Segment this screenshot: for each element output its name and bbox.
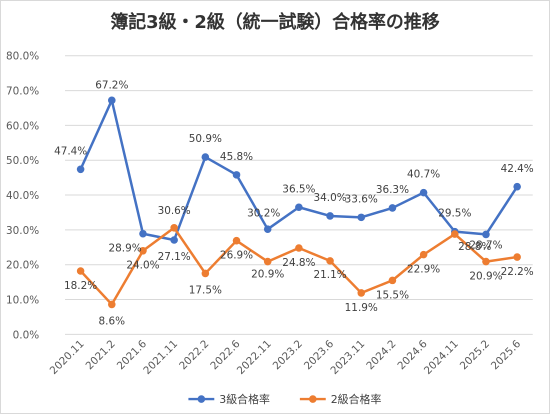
data-label: 36.5% xyxy=(282,183,315,195)
legend-label: 3級合格率 xyxy=(219,392,270,406)
y-tick-label: 60.0% xyxy=(6,120,39,132)
legend-label: 2級合格率 xyxy=(331,392,382,406)
data-label: 22.2% xyxy=(501,266,534,278)
data-label: 20.9% xyxy=(251,269,284,281)
data-label: 29.5% xyxy=(438,208,471,220)
data-label: 17.5% xyxy=(189,284,222,296)
data-point xyxy=(76,267,85,275)
legend-marker xyxy=(197,395,206,403)
data-label: 18.2% xyxy=(64,280,97,292)
data-label: 27.1% xyxy=(158,251,191,263)
y-tick-label: 40.0% xyxy=(6,190,39,202)
x-tick-label: 2023.11 xyxy=(328,338,367,377)
data-label: 15.5% xyxy=(376,289,409,301)
data-point xyxy=(76,165,85,174)
x-tick-label: 2022.2 xyxy=(177,338,211,372)
data-label: 24.0% xyxy=(126,260,159,272)
y-tick-label: 30.0% xyxy=(6,225,39,237)
data-point xyxy=(170,224,178,232)
data-point xyxy=(326,257,334,265)
data-label: 26.9% xyxy=(220,250,253,262)
data-label: 67.2% xyxy=(95,79,128,91)
data-point xyxy=(482,230,490,239)
data-point xyxy=(232,236,241,245)
legend-marker xyxy=(309,395,317,403)
data-label: 22.9% xyxy=(407,264,440,276)
data-label: 40.7% xyxy=(407,169,440,181)
data-point xyxy=(232,171,241,179)
data-label: 34.0% xyxy=(313,192,346,204)
data-point xyxy=(263,225,272,233)
data-point xyxy=(451,230,459,238)
data-label: 20.9% xyxy=(469,270,502,282)
x-tick-label: 2020.11 xyxy=(48,338,87,377)
x-tick-label: 2025.2 xyxy=(458,338,492,372)
data-label: 8.6% xyxy=(99,315,126,327)
legend: 3級合格率 2級合格率 xyxy=(188,392,382,406)
data-point xyxy=(326,212,334,220)
data-point xyxy=(170,236,178,244)
data-point xyxy=(419,250,428,259)
data-label: 45.8% xyxy=(220,151,253,163)
y-tick-label: 10.0% xyxy=(6,295,39,307)
data-point xyxy=(263,257,272,266)
data-label: 42.4% xyxy=(501,163,534,175)
data-label: 33.6% xyxy=(345,193,378,205)
x-axis-ticks: 2020.112021.22021.62021.112022.22022.620… xyxy=(48,338,524,377)
data-label: 21.1% xyxy=(313,269,346,281)
data-label: 11.9% xyxy=(345,302,378,314)
data-point xyxy=(201,269,210,278)
y-tick-label: 50.0% xyxy=(6,155,39,167)
x-tick-label: 2021.2 xyxy=(84,338,118,372)
y-tick-label: 0.0% xyxy=(13,329,40,341)
data-point xyxy=(295,244,303,252)
y-axis-ticks: 0.0% 10.0% 20.0% 30.0% 40.0% 50.0% 60.0% 70.0% 8… xyxy=(6,51,39,342)
data-point xyxy=(108,300,116,309)
y-tick-label: 80.0% xyxy=(6,51,39,63)
chart-title: 簿記3級・2級（統一試験）合格率の推移 xyxy=(110,11,439,33)
data-label: 50.9% xyxy=(189,133,222,145)
data-point xyxy=(295,203,303,212)
data-point xyxy=(201,153,210,161)
data-point xyxy=(513,182,521,191)
data-label: 30.2% xyxy=(247,207,280,219)
data-label: 28.9% xyxy=(108,243,141,255)
x-tick-label: 2021.11 xyxy=(141,338,180,377)
data-labels: 47.4% 67.2% 28.9% 27.1% 50.9% 45.8% 30.2%36.5%… xyxy=(54,79,534,327)
data-point xyxy=(482,257,490,266)
data-point xyxy=(388,204,397,212)
data-point xyxy=(419,188,428,197)
x-tick-label: 2025.6 xyxy=(489,338,523,372)
data-label: 24.8% xyxy=(282,257,315,269)
data-point xyxy=(357,289,366,297)
data-point xyxy=(139,247,147,255)
x-tick-label: 2023.2 xyxy=(271,338,305,372)
x-tick-label: 2024.2 xyxy=(364,338,398,372)
data-point xyxy=(357,213,366,222)
y-tick-label: 20.0% xyxy=(6,260,39,272)
data-label: 28.8% xyxy=(458,241,491,253)
data-label: 36.3% xyxy=(376,184,409,196)
data-label: 47.4% xyxy=(54,145,87,157)
data-point xyxy=(513,253,521,261)
x-tick-label: 2024.11 xyxy=(422,338,461,377)
data-point xyxy=(388,276,397,285)
x-tick-label: 2022.11 xyxy=(235,338,274,377)
data-point xyxy=(139,229,147,238)
series-lines xyxy=(76,96,521,309)
data-label: 30.6% xyxy=(158,205,191,217)
data-label: 28.7% xyxy=(469,239,502,251)
data-point xyxy=(108,96,116,105)
y-tick-label: 70.0% xyxy=(6,86,39,98)
